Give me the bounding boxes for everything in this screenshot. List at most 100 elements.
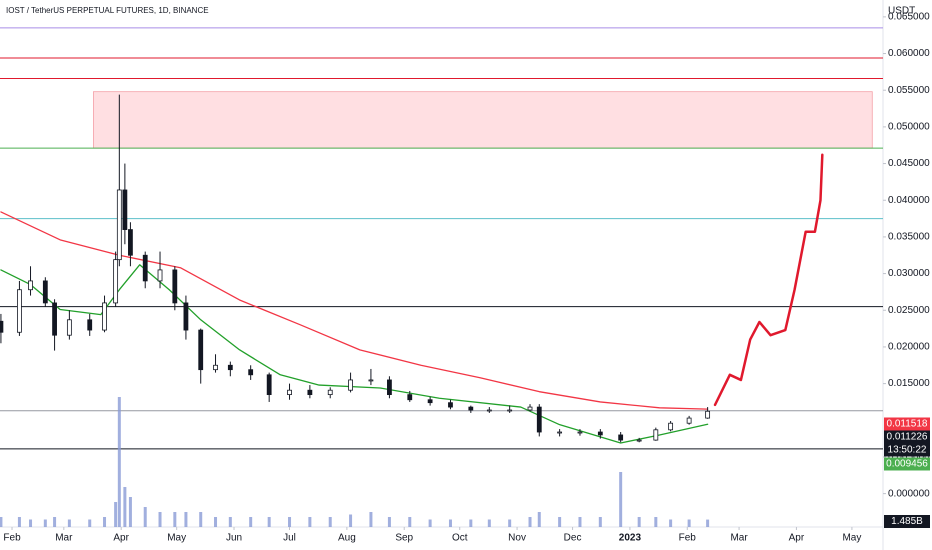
volume-bar — [53, 517, 57, 527]
price-tag-label: 0.011518 — [887, 419, 928, 430]
candle-body — [536, 406, 542, 433]
candle-body — [507, 409, 513, 412]
volume-bar — [184, 512, 188, 527]
volume-bar — [143, 507, 147, 527]
volume-bar — [349, 514, 353, 527]
volume-bar — [199, 512, 203, 527]
candle-body — [618, 434, 624, 441]
x-tick-label: Jul — [283, 533, 296, 544]
candle-body — [113, 259, 119, 304]
volume-bar — [487, 519, 491, 527]
candle-body — [183, 302, 189, 331]
volume-bar — [123, 487, 127, 527]
volume-bar — [17, 517, 21, 527]
indicator-line — [713, 153, 824, 407]
volume-bar — [637, 517, 641, 527]
volume-bar — [288, 517, 292, 527]
candle-body — [128, 229, 133, 256]
volume-bar — [387, 517, 391, 527]
candle-body — [102, 302, 107, 331]
volume-bar — [228, 517, 232, 527]
y-tick-label: 0.025000 — [888, 305, 930, 316]
y-tick-label: 0.055000 — [888, 85, 930, 96]
candle-body — [686, 417, 692, 424]
price-tag-label: 13:50:22 — [888, 445, 927, 456]
volume-bar — [88, 519, 92, 527]
candle-body — [42, 280, 48, 304]
candle-body — [486, 409, 492, 412]
x-tick-label: Dec — [564, 533, 582, 544]
volume-bar — [408, 517, 412, 527]
candle-body — [348, 379, 353, 391]
volume-bar — [308, 517, 312, 527]
candle-body — [705, 410, 711, 419]
volume-bar — [214, 517, 218, 527]
price-tag — [884, 457, 930, 471]
volume-bar — [537, 512, 541, 527]
target-zone — [93, 91, 873, 149]
volume-bar — [448, 519, 452, 527]
x-tick-label: Feb — [679, 533, 697, 544]
candle-body — [172, 269, 178, 304]
y-tick-label: 0.005000 — [888, 452, 930, 463]
x-tick-label: Apr — [113, 533, 129, 544]
x-tick-label: Oct — [452, 533, 468, 544]
x-tick-label: 2023 — [619, 533, 642, 544]
volume-tag — [884, 515, 930, 528]
candle-body — [66, 319, 72, 336]
x-tick-label: Mar — [55, 533, 73, 544]
candle-body — [122, 189, 128, 230]
candle-body — [28, 280, 33, 291]
volume-bar — [328, 517, 332, 527]
volume-bar — [114, 502, 118, 527]
price-tag-label: 0.009456 — [886, 459, 928, 470]
y-tick-label: 0.030000 — [888, 268, 930, 279]
candle-body — [116, 189, 122, 261]
volume-tag-label: 1.485B — [891, 516, 923, 527]
volume-bar — [578, 517, 582, 527]
price-tag — [884, 430, 930, 444]
volume-bar — [267, 517, 271, 527]
x-tick-label: May — [167, 533, 186, 544]
price-tag-label: 0.011226 — [887, 432, 928, 443]
candle-body — [653, 429, 659, 441]
candle-body — [0, 320, 4, 333]
candle-body — [307, 389, 313, 396]
x-tick-label: May — [842, 533, 861, 544]
volume-bar — [173, 512, 177, 527]
volume-bar — [67, 519, 71, 527]
candle-body — [527, 406, 533, 411]
volume-bar — [706, 519, 710, 527]
chart-title: IOST / TetherUS PERPETUAL FUTURES, 1D, B… — [6, 6, 209, 15]
y-tick-label: 0.040000 — [888, 195, 930, 206]
candle-body — [668, 422, 674, 431]
volume-bar — [43, 519, 47, 527]
indicator-line — [0, 264, 709, 444]
y-tick-label: 0.020000 — [888, 342, 930, 353]
candle-body — [52, 302, 57, 336]
volume-bar — [158, 512, 162, 527]
y-tick-label: 0.065000 — [888, 12, 930, 23]
candle-body — [557, 431, 563, 434]
volume-bar — [29, 519, 33, 527]
volume-bar — [654, 517, 658, 527]
candle-body — [248, 369, 254, 376]
x-tick-label: Sep — [395, 533, 413, 544]
volume-bar — [103, 517, 107, 527]
candle-body — [287, 389, 292, 396]
candle-body — [227, 364, 233, 371]
volume-bar — [528, 517, 532, 527]
candle-body — [468, 406, 474, 411]
indicator-line — [0, 211, 709, 410]
candle-body — [213, 364, 218, 371]
volume-bar — [369, 512, 373, 527]
candle-body — [387, 379, 392, 396]
y-tick-label: 0.015000 — [888, 378, 930, 389]
candle-body — [327, 389, 333, 396]
candle-body — [266, 374, 272, 396]
volume-bar — [0, 517, 3, 527]
x-tick-label: Apr — [789, 533, 805, 544]
candle-body — [407, 394, 413, 401]
